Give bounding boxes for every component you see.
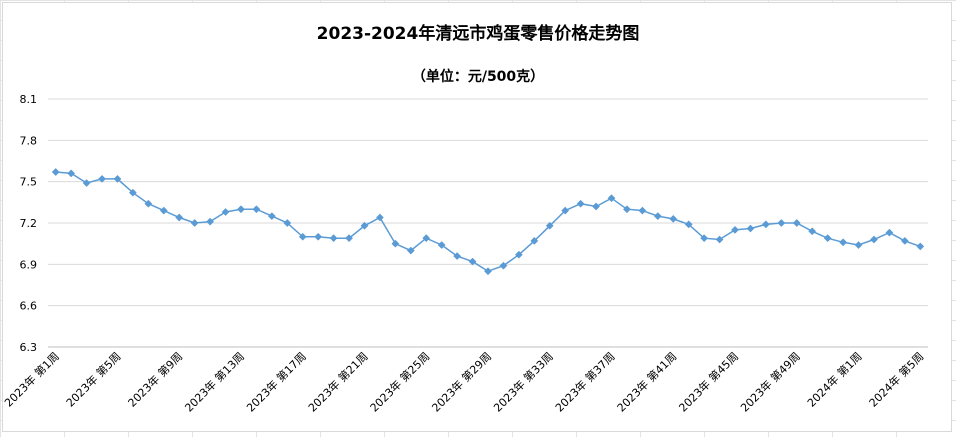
data-point-marker[interactable]	[144, 199, 153, 208]
chart-title: 2023-2024年清远市鸡蛋零售价格走势图	[317, 23, 640, 44]
data-point-marker[interactable]	[854, 241, 863, 249]
data-point-marker[interactable]	[823, 234, 832, 243]
data-point-marker[interactable]	[82, 179, 91, 187]
data-point-marker[interactable]	[622, 205, 631, 214]
data-point-marker[interactable]	[422, 234, 431, 243]
y-axis-tick-labels: 6.3 6.6 6.9 7.2 7.5 7.8 8.1	[20, 93, 38, 354]
data-point-marker[interactable]	[792, 219, 801, 227]
x-tick-label: 2023年 第49周	[737, 349, 802, 414]
x-tick-label: 2024年 第1周	[804, 349, 864, 409]
x-tick-label: 2023年 第45周	[676, 349, 741, 414]
data-point-marker[interactable]	[561, 206, 570, 215]
y-tick-label: 7.2	[20, 217, 38, 230]
data-point-marker[interactable]	[329, 234, 338, 243]
x-tick-label: 2023年 第25周	[367, 349, 432, 414]
data-point-marker[interactable]	[360, 221, 369, 230]
chart-frame[interactable]	[2, 2, 952, 432]
data-point-marker[interactable]	[175, 213, 184, 222]
data-point-marker[interactable]	[237, 205, 245, 214]
data-point-marker[interactable]	[437, 241, 446, 249]
data-point-marker[interactable]	[731, 225, 739, 234]
x-tick-label: 2023年 第13周	[182, 349, 247, 414]
series-line	[55, 171, 921, 273]
data-point-marker[interactable]	[190, 219, 199, 227]
chart-subtitle: （单位：元/500克）	[412, 68, 544, 85]
data-point-marker[interactable]	[669, 214, 678, 223]
data-point-marker[interactable]	[267, 212, 276, 221]
data-point-marker[interactable]	[298, 232, 307, 241]
data-point-marker[interactable]	[808, 227, 817, 236]
data-point-marker[interactable]	[653, 212, 662, 221]
y-tick-label: 8.1	[20, 93, 38, 106]
data-point-marker[interactable]	[113, 174, 122, 183]
x-tick-label: 2023年 第41周	[614, 349, 679, 414]
y-tick-label: 6.6	[20, 300, 38, 313]
data-point-marker[interactable]	[839, 238, 848, 247]
data-point-marker[interactable]	[607, 194, 616, 203]
x-tick-label: 2023年 第33周	[490, 349, 555, 414]
x-tick-label: 2023年 第5周	[63, 349, 123, 409]
y-tick-label: 7.5	[20, 176, 38, 189]
x-tick-label: 2024年 第5周	[866, 349, 926, 409]
data-point-marker[interactable]	[314, 232, 323, 241]
y-tick-label: 6.9	[20, 258, 38, 271]
series-layer	[51, 168, 925, 276]
data-point-marker[interactable]	[468, 257, 477, 266]
data-point-marker[interactable]	[453, 252, 462, 261]
data-point-marker[interactable]	[870, 235, 878, 244]
data-point-marker[interactable]	[916, 242, 925, 251]
x-tick-label: 2023年 第21周	[305, 349, 370, 414]
data-point-marker[interactable]	[545, 221, 554, 230]
data-point-marker[interactable]	[252, 205, 261, 214]
data-point-marker[interactable]	[746, 224, 755, 233]
data-point-marker[interactable]	[159, 206, 168, 215]
x-tick-label: 2023年 第29周	[429, 349, 494, 414]
data-point-marker[interactable]	[684, 220, 693, 229]
data-point-marker[interactable]	[128, 188, 137, 197]
data-point-marker[interactable]	[283, 219, 292, 227]
data-point-marker[interactable]	[391, 239, 400, 248]
data-point-marker[interactable]	[592, 202, 601, 211]
data-point-marker[interactable]	[206, 217, 215, 226]
y-tick-label: 6.3	[20, 341, 38, 354]
data-point-marker[interactable]	[375, 213, 384, 222]
data-point-marker[interactable]	[406, 246, 415, 255]
data-point-marker[interactable]	[761, 220, 770, 229]
data-point-marker[interactable]	[67, 169, 76, 178]
data-point-marker[interactable]	[885, 228, 894, 237]
data-point-marker[interactable]	[777, 219, 786, 227]
data-point-marker[interactable]	[98, 174, 106, 183]
data-point-marker[interactable]	[499, 261, 508, 270]
y-tick-label: 7.8	[20, 134, 38, 147]
x-tick-label: 2023年 第1周	[1, 349, 61, 409]
x-tick-label: 2023年 第37周	[552, 349, 617, 414]
data-point-marker[interactable]	[345, 234, 354, 243]
x-tick-label: 2023年 第17周	[243, 349, 308, 414]
data-point-marker[interactable]	[576, 199, 585, 208]
data-point-marker[interactable]	[638, 206, 647, 215]
data-point-marker[interactable]	[900, 236, 909, 245]
x-tick-label: 2023年 第9周	[125, 349, 185, 409]
data-point-marker[interactable]	[715, 235, 724, 244]
data-point-marker[interactable]	[530, 236, 539, 245]
data-point-marker[interactable]	[51, 168, 60, 176]
data-point-marker[interactable]	[484, 267, 492, 276]
data-point-marker[interactable]	[514, 250, 523, 259]
data-point-marker[interactable]	[700, 234, 709, 243]
data-point-marker[interactable]	[221, 208, 230, 216]
